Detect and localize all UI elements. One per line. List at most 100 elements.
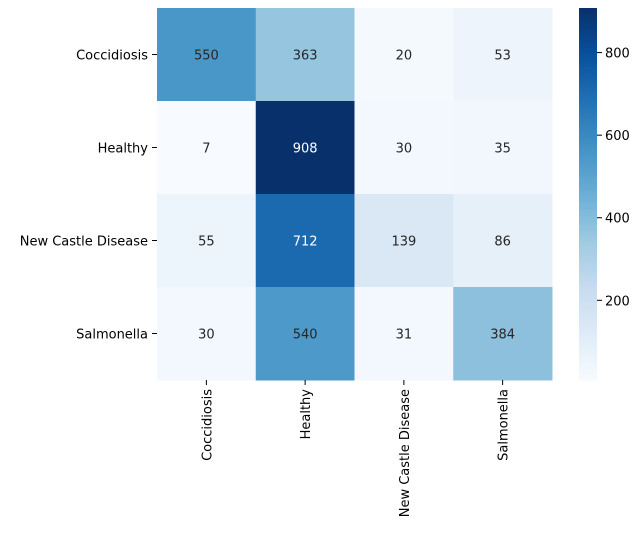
colorbar-segment (579, 156, 597, 161)
colorbar-segment (579, 293, 597, 297)
colorbar-segment (579, 35, 597, 40)
cell-value: 35 (494, 142, 511, 157)
colorbar-segment (579, 172, 597, 176)
cell-coccidiosis-coccidiosis (157, 8, 257, 102)
colorbar-segment (579, 271, 597, 276)
colorbar-segment (579, 51, 597, 56)
colorbar-segment (579, 48, 597, 52)
cell-salmonella-healthy (255, 287, 355, 381)
colorbar-segment (579, 144, 597, 149)
colorbar-segment (579, 107, 597, 111)
colorbar-segment (579, 135, 597, 139)
colorbar-segment (579, 153, 597, 158)
colorbar-segment (579, 203, 597, 207)
y-tick-label: Coccidiosis (76, 49, 148, 64)
colorbar-segment (579, 287, 597, 291)
cell-value: 908 (293, 142, 318, 157)
colorbar-segment (579, 178, 597, 183)
colorbar-segment (579, 206, 597, 211)
cell-value: 540 (293, 328, 318, 343)
colorbar-segment (579, 194, 597, 198)
colorbar-segment (579, 70, 597, 74)
colorbar-segment (579, 234, 597, 238)
colorbar-segment (579, 54, 597, 59)
colorbar-segment (579, 79, 597, 83)
colorbar-segment (579, 318, 597, 322)
colorbar-segment (579, 265, 597, 269)
cell-value: 31 (396, 328, 413, 343)
colorbar-segment (579, 299, 597, 304)
cell-annotations: 550 363 20 53 7 908 30 35 55 712 139 86 30 540 31 384 (194, 49, 515, 343)
cell-coccidiosis-salmonella (453, 8, 553, 102)
colorbar-segment (579, 45, 597, 49)
colorbar-segment (579, 73, 597, 77)
colorbar-segment (579, 116, 597, 121)
colorbar-segment (579, 252, 597, 257)
colorbar-segment (579, 358, 597, 362)
cell-healthy-new-castle-disease (354, 101, 454, 195)
colorbar-segment (579, 262, 597, 266)
colorbar-segment (579, 150, 597, 155)
cell-value: 55 (198, 235, 215, 250)
colorbar-segment (579, 122, 597, 127)
colorbar-segment (579, 97, 597, 102)
colorbar-segment (579, 163, 597, 167)
colorbar-segment (579, 94, 597, 99)
colorbar-segment (579, 283, 597, 288)
colorbar-segment (579, 256, 597, 260)
colorbar-segment (579, 376, 597, 381)
colorbar-segment (579, 324, 597, 328)
cell-value: 363 (293, 49, 318, 64)
colorbar-segment (579, 221, 597, 226)
colorbar-segment (579, 20, 597, 25)
colorbar-segment (579, 119, 597, 124)
cell-value: 53 (494, 49, 511, 64)
colorbar: 200 400 600 800 (579, 8, 630, 381)
colorbar-segment (579, 249, 597, 254)
colorbar-segment (579, 364, 597, 369)
colorbar-segment (579, 39, 597, 43)
colorbar-segment (579, 339, 597, 344)
colorbar-segment (579, 212, 597, 217)
colorbar-segment (579, 76, 597, 80)
colorbar-segment (579, 175, 597, 180)
colorbar-segment (579, 225, 597, 229)
colorbar-segment (579, 141, 597, 145)
y-tick-label: Healthy (98, 142, 149, 157)
colorbar-segment (579, 85, 597, 90)
colorbar-tick-label: 800 (605, 47, 630, 62)
colorbar-segment (579, 110, 597, 114)
colorbar-segment (579, 11, 597, 15)
colorbar-segment (579, 187, 597, 192)
colorbar-segment (579, 268, 597, 273)
colorbar-segment (579, 240, 597, 245)
colorbar-segment (579, 104, 597, 108)
colorbar-segment (579, 91, 597, 96)
colorbar-segment (579, 125, 597, 130)
cell-healthy-healthy (255, 101, 355, 195)
colorbar-segment (579, 32, 597, 37)
cell-value: 86 (494, 235, 511, 250)
colorbar-segment (579, 370, 597, 375)
colorbar-segment (579, 215, 597, 220)
colorbar-segment (579, 228, 597, 232)
cell-value: 30 (198, 328, 215, 343)
cell-coccidiosis-healthy (255, 8, 355, 102)
colorbar-segment (579, 8, 597, 12)
colorbar-segment (579, 132, 597, 136)
colorbar-segment (579, 274, 597, 279)
colorbar-segment (579, 29, 597, 34)
colorbar-segment (579, 184, 597, 189)
y-axis: Coccidiosis Healthy New Castle Disease Salm… (20, 49, 157, 343)
cell-value: 384 (490, 328, 515, 343)
colorbar-segment (579, 333, 597, 338)
cell-new-castle-disease-new-castle-disease (354, 194, 454, 288)
colorbar-segment (579, 361, 597, 366)
colorbar-segment (579, 63, 597, 68)
cell-value: 550 (194, 49, 219, 64)
colorbar-segment (579, 166, 597, 170)
colorbar-segment (579, 218, 597, 223)
colorbar-segment (579, 311, 597, 316)
colorbar-segment (579, 23, 597, 28)
colorbar-segment (579, 259, 597, 263)
